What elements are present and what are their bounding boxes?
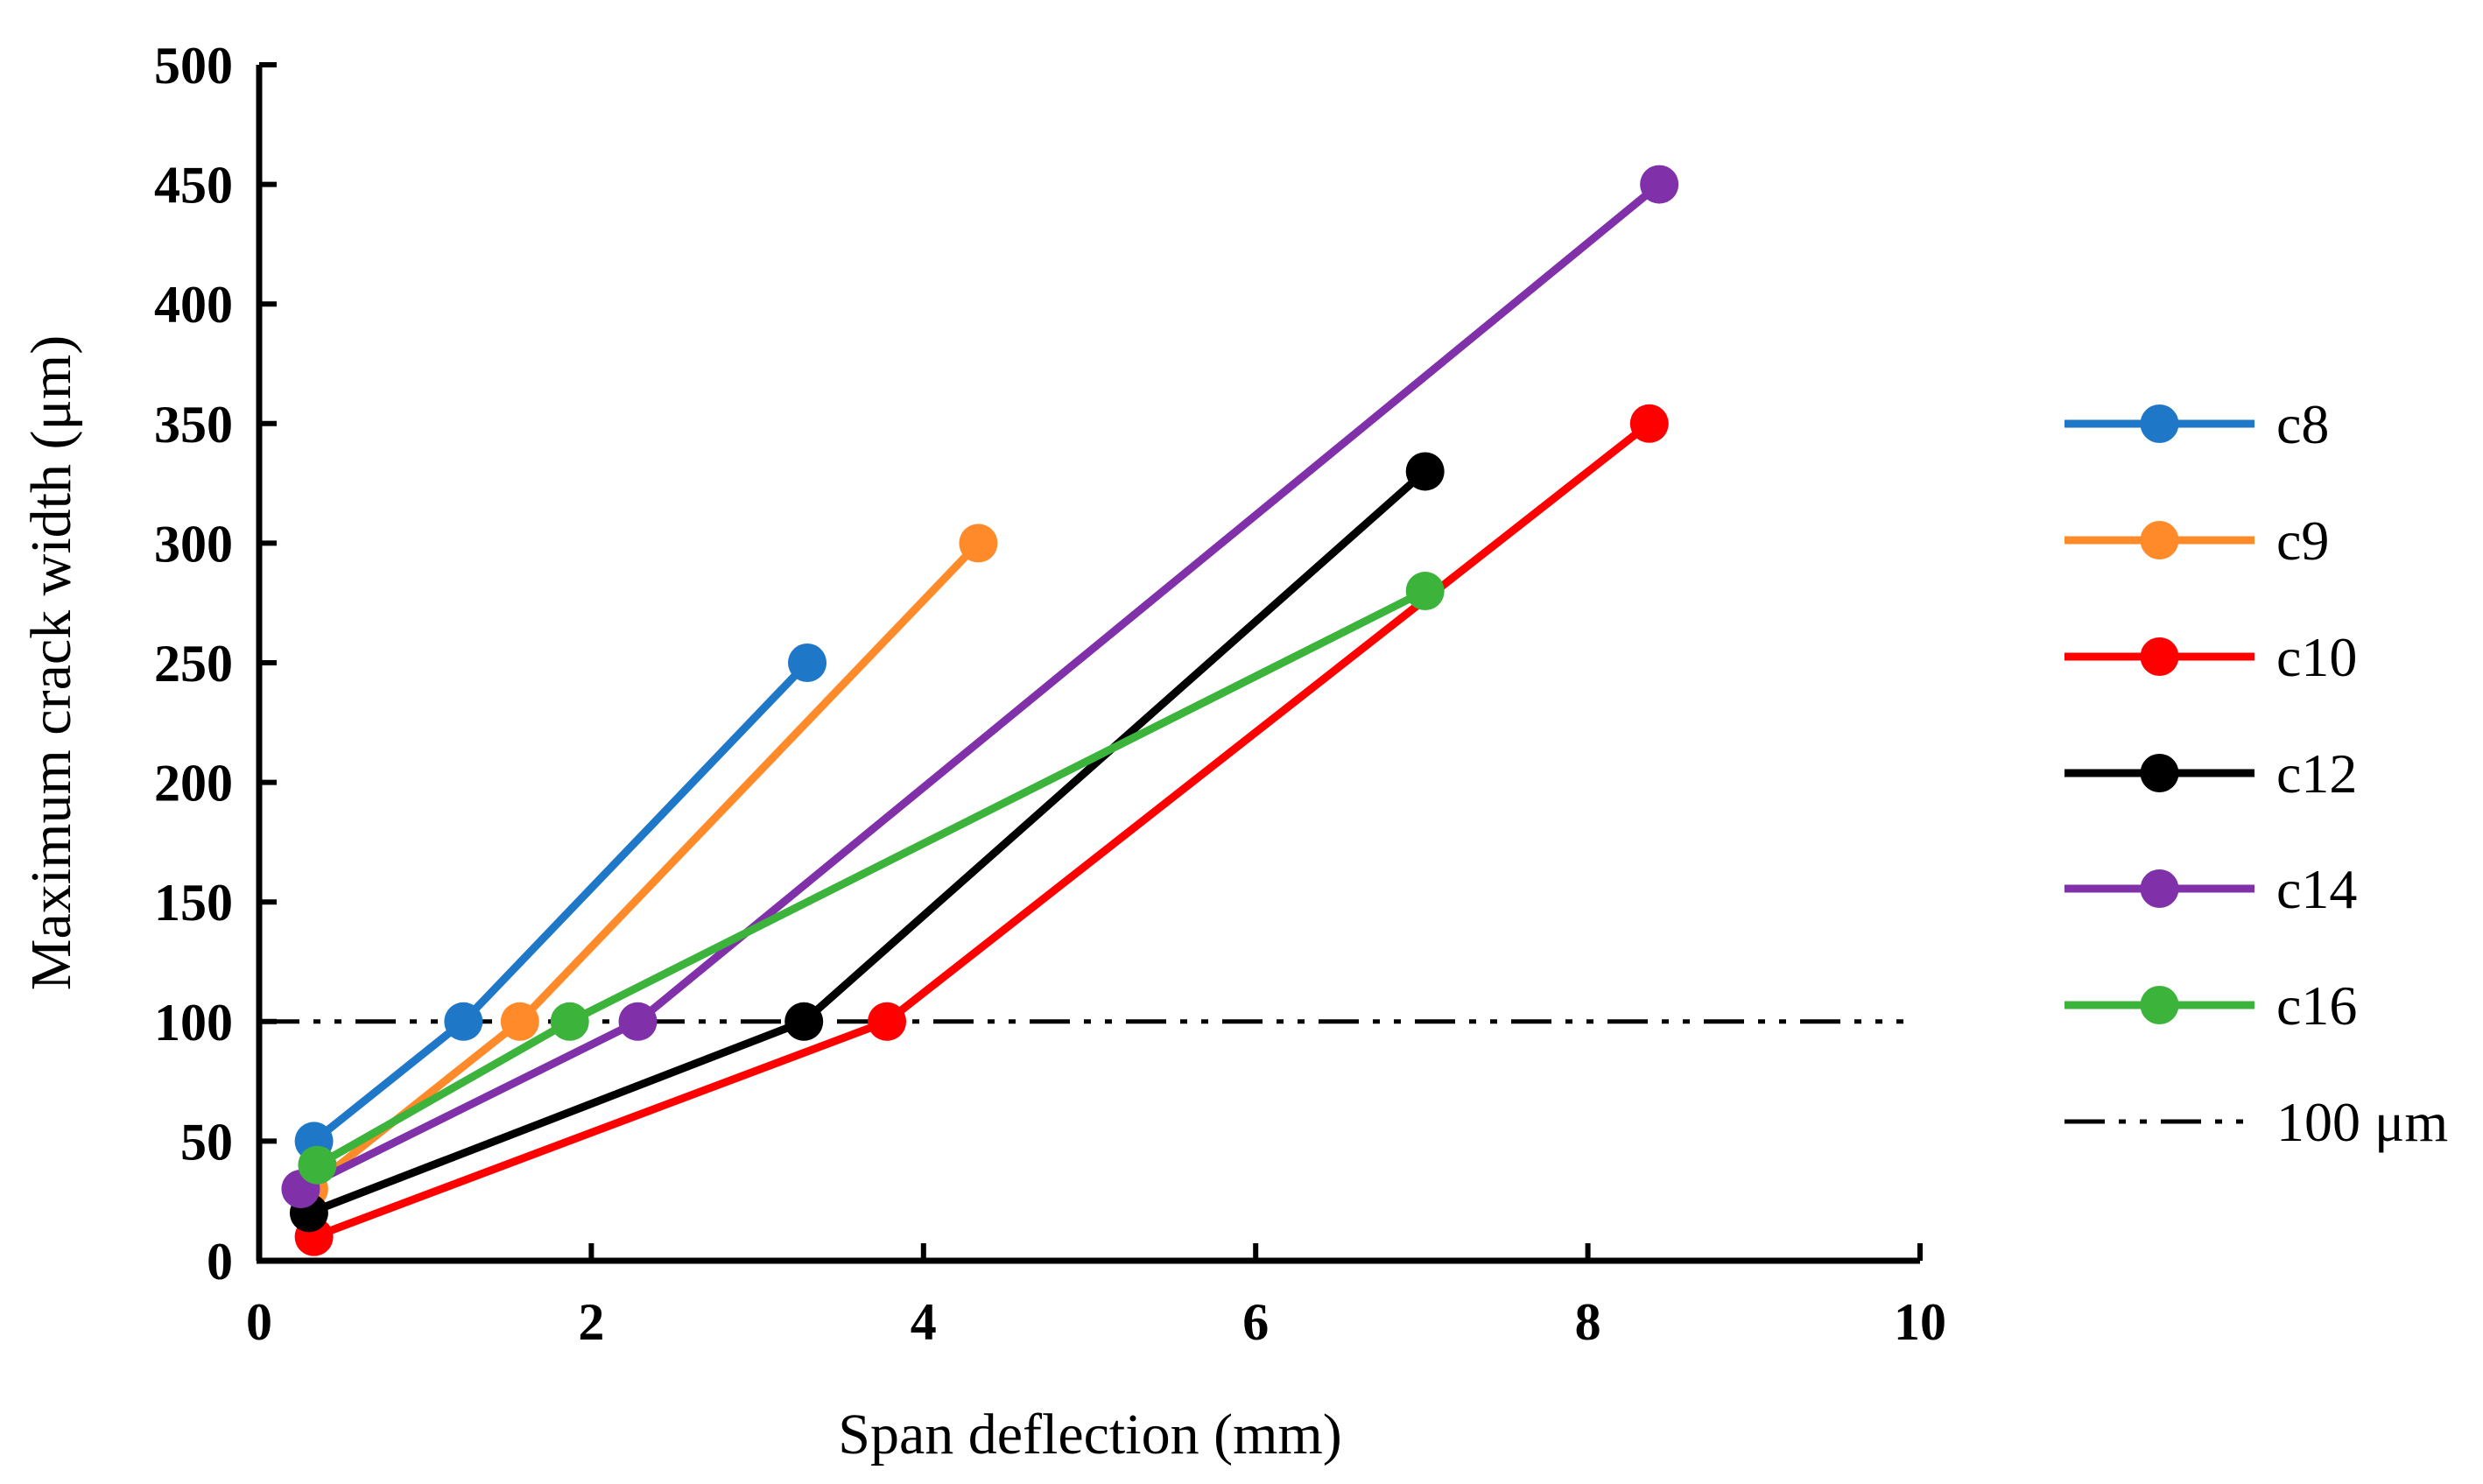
series-c16: [298, 572, 1445, 1185]
data-point-c16: [550, 1002, 589, 1041]
x-tick-label: 2: [578, 1293, 604, 1351]
legend-item-c10: c10: [2064, 626, 2357, 688]
data-point-c14: [1640, 165, 1679, 204]
legend-swatch-marker: [2140, 986, 2179, 1024]
data-point-c16: [1405, 572, 1445, 611]
y-tick-label: 200: [154, 755, 233, 812]
x-tick-label: 4: [911, 1293, 937, 1351]
y-tick-label: 50: [180, 1113, 233, 1171]
data-point-c8: [444, 1002, 483, 1041]
x-tick-label: 10: [1894, 1293, 1946, 1351]
ticks: 0 50 100 150 200 250 300 350 400 450 500 0 2 4 6 8 10: [154, 37, 1946, 1351]
legend-label: 100 μm: [2276, 1091, 2448, 1153]
data-point-c12: [1405, 452, 1445, 491]
legend-swatch-marker: [2140, 521, 2179, 559]
data-point-c9: [500, 1002, 539, 1041]
data-point-c14: [618, 1002, 658, 1041]
series-line-c16: [315, 587, 1427, 1169]
legend-swatch-marker: [2140, 754, 2179, 792]
legend-label: c14: [2276, 858, 2357, 920]
legend-swatch-marker: [2140, 404, 2179, 443]
x-tick-label: 0: [246, 1293, 272, 1351]
data-point-c10: [868, 1002, 907, 1041]
y-axis-title: Maximum crack width (μm): [19, 335, 83, 990]
data-point-c16: [298, 1145, 337, 1185]
legend: c8 c9 c10 c12 c14 c16 100 μm: [2064, 393, 2448, 1153]
data-point-c12: [784, 1002, 824, 1041]
y-tick-label: 250: [154, 635, 233, 693]
legend-label: c12: [2276, 742, 2357, 805]
legend-label: c16: [2276, 974, 2357, 1037]
series-c9: [289, 524, 998, 1209]
y-tick-label: 100: [154, 994, 233, 1051]
x-axis-title: Span deflection (mm): [838, 1403, 1342, 1466]
data-point-c9: [959, 524, 998, 563]
y-tick-label: 150: [154, 874, 233, 932]
y-tick-label: 450: [154, 157, 233, 215]
legend-label: c9: [2276, 510, 2329, 572]
series-c12: [289, 452, 1445, 1233]
series-c8: [294, 644, 827, 1161]
legend-item-c8: c8: [2064, 393, 2329, 455]
legend-swatch-marker: [2140, 637, 2179, 676]
legend-label: c8: [2276, 393, 2329, 455]
y-tick-label: 300: [154, 515, 233, 573]
axes: [256, 65, 1920, 1264]
data-point-c10: [1629, 404, 1669, 443]
series-c14: [281, 165, 1679, 1209]
series-layer: [281, 165, 1679, 1256]
data-point-c8: [788, 644, 827, 682]
x-tick-label: 6: [1242, 1293, 1269, 1351]
y-tick-label: 500: [154, 37, 233, 95]
legend-item-c16: c16: [2064, 974, 2357, 1037]
legend-item-reference: 100 μm: [2064, 1091, 2448, 1153]
legend-item-c12: c12: [2064, 742, 2357, 805]
series-line-c8: [311, 659, 811, 1144]
y-tick-label: 350: [154, 396, 233, 454]
y-tick-label: 400: [154, 276, 233, 334]
legend-item-c14: c14: [2064, 858, 2357, 920]
x-tick-label: 8: [1575, 1293, 1601, 1351]
y-tick-label: 0: [207, 1233, 233, 1291]
legend-label: c10: [2276, 626, 2357, 688]
legend-item-c9: c9: [2064, 510, 2329, 572]
legend-swatch-marker: [2140, 869, 2179, 908]
